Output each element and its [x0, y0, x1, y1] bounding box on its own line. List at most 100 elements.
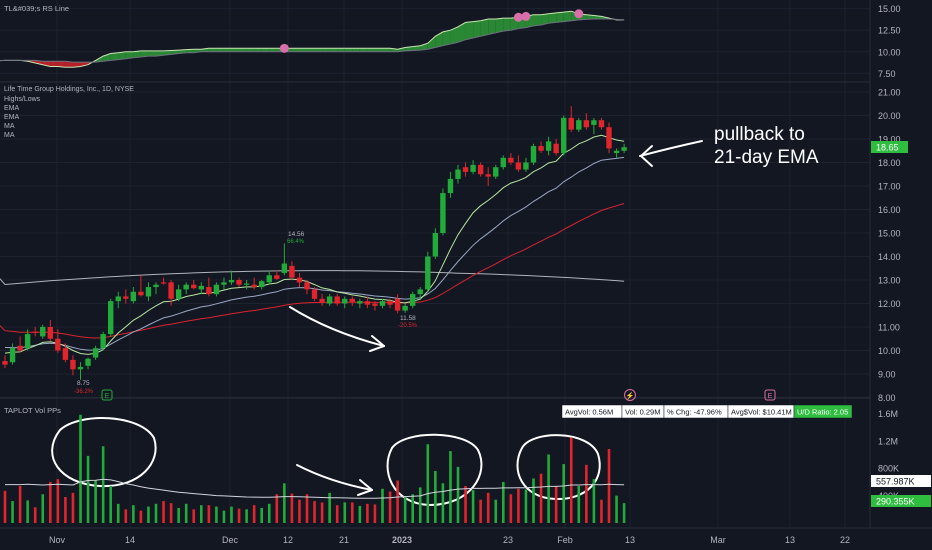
candle-68: [515, 155, 522, 172]
candle-42: [319, 294, 325, 306]
volume-stat-3: Avg$Vol: $10.41M: [727, 404, 795, 419]
price-tick-11: 10.00: [878, 346, 901, 356]
volume-bar-66: [502, 481, 505, 523]
high-price-label: 14.56: [288, 231, 305, 238]
volume-bar-65: [494, 499, 498, 523]
candle-body-17: [130, 291, 137, 302]
candle-body-37: [281, 263, 288, 273]
rs-fill-segment-24: [186, 49, 194, 53]
dividend-marker[interactable]: ⚡: [624, 389, 636, 401]
candle-62: [470, 160, 476, 175]
candle-body-28: [213, 284, 220, 295]
candle-54: [410, 291, 416, 309]
candle-49: [372, 301, 378, 311]
candle-39: [296, 272, 303, 288]
volume-bar-72: [547, 454, 550, 523]
earnings-marker-2[interactable]: E: [764, 389, 776, 401]
candle-body-69: [523, 162, 529, 170]
low-price-label-2: 11.58: [400, 315, 416, 322]
annotation-arrow: [639, 140, 703, 167]
volume-bar-48: [366, 503, 369, 523]
candle-56: [425, 251, 431, 292]
rs-fill-segment-32: [246, 48, 255, 52]
volume-bar-4: [33, 507, 37, 523]
candle-7: [55, 329, 61, 353]
candle-76: [576, 117, 582, 132]
candle-body-1: [9, 348, 16, 363]
rs-fill-segment-48: [367, 48, 375, 52]
volume-bar-81: [615, 495, 618, 523]
volume-stat-label-3: Avg$Vol: $10.41M: [731, 408, 792, 417]
candle-body-71: [538, 146, 544, 151]
rs-fill-segment-49: [374, 48, 383, 52]
x-tick-8: 13: [625, 535, 635, 545]
rs-fill-segment-30: [231, 48, 240, 52]
low-pct-label-1: -36.2%: [74, 389, 94, 395]
volume-bar-79: [600, 499, 603, 523]
volume-bar-73: [554, 486, 558, 523]
candle-body-49: [372, 303, 378, 306]
dividend-marker-glyph: ⚡: [626, 391, 635, 400]
x-tick-9: Mar: [710, 535, 726, 545]
rs-base-line: [0, 18, 625, 63]
candle-27: [206, 277, 212, 297]
candle-57: [432, 228, 439, 259]
volume-bar-45: [343, 502, 347, 523]
volume-arrow: [296, 464, 373, 496]
rs-fill-segment-47: [359, 48, 368, 52]
rs-fill-segment-43: [329, 48, 338, 52]
volume-bar-19: [147, 506, 150, 523]
rs-fill-segment-50: [382, 48, 391, 52]
candle-75: [568, 106, 574, 132]
rs-fill-segment-29: [223, 48, 232, 52]
volume-bar-21: [162, 501, 165, 523]
candle-body-2: [17, 345, 23, 351]
candle-body-77: [583, 120, 590, 128]
candle-65: [493, 164, 499, 179]
price-tick-4: 17.00: [878, 182, 901, 192]
volume-stat-label-0: AvgVol: 0.56M: [565, 408, 613, 417]
volume-bar-10: [79, 414, 82, 523]
volume-bar-78: [592, 479, 596, 523]
volume-bar-69: [524, 489, 528, 523]
low-pct-label-2: -20.5%: [398, 323, 418, 329]
volume-bar-29: [222, 510, 226, 523]
candle-11: [85, 357, 91, 370]
candle-4: [32, 327, 38, 337]
volume-bar-33: [252, 505, 256, 523]
rs-fill-segment-33: [254, 48, 262, 52]
candle-37: [281, 243, 288, 276]
candle-body-74: [561, 117, 567, 154]
rs-fill-segment-15: [118, 51, 126, 60]
rs-fill-segment-45: [344, 48, 353, 52]
volume-bar-17: [132, 505, 135, 523]
rs-fill-segment-66: [503, 18, 511, 32]
candle-0: [2, 355, 8, 369]
volume-bar-9: [71, 492, 75, 523]
candle-body-32: [243, 283, 250, 285]
x-tick-11: 22: [840, 535, 850, 545]
rs-fill-segment-63: [480, 18, 489, 37]
legend-highs-lows: Highs/Lows: [4, 96, 41, 103]
candle-18: [138, 275, 144, 297]
volume-stat-box-4: [793, 404, 853, 419]
rs-fill-segment-19: [148, 50, 156, 57]
candle-81: [613, 148, 620, 158]
earnings-marker-1[interactable]: E: [101, 389, 113, 401]
rs-fill-segment-35: [269, 48, 277, 52]
volume-avg-label: 557.987K: [876, 477, 915, 487]
volume-bar-22: [169, 503, 173, 523]
candle-10: [77, 362, 84, 380]
candle-body-70: [530, 146, 537, 163]
volume-bar-63: [479, 499, 482, 523]
x-tick-10: 13: [785, 535, 795, 545]
candle-33: [251, 277, 257, 290]
candle-15: [115, 291, 121, 309]
price-tick-8: 13.00: [878, 276, 901, 286]
candle-46: [349, 296, 355, 306]
candle-body-53: [402, 305, 408, 311]
rs-fill-segment-10: [80, 62, 89, 67]
candle-79: [598, 117, 605, 130]
ma-200-line: [0, 270, 625, 286]
